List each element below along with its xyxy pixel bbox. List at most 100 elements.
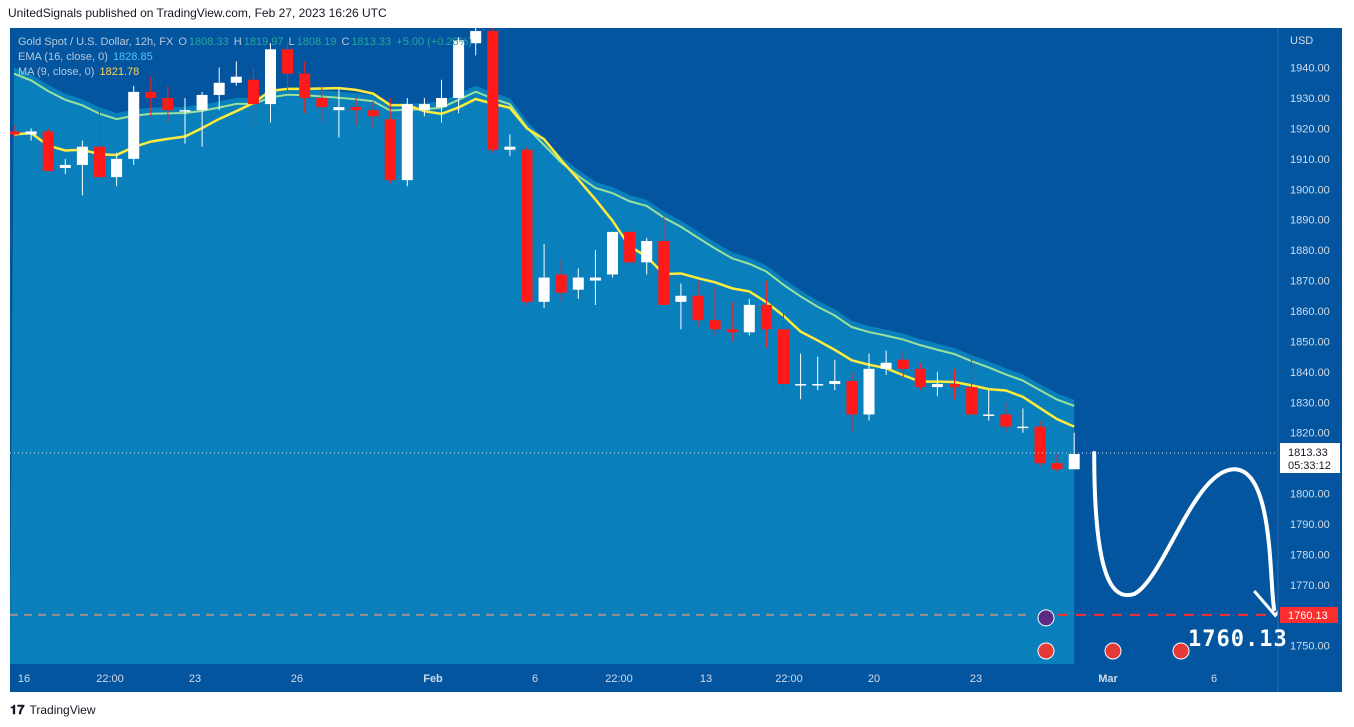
high-value: 1819.97 <box>243 36 284 48</box>
y-tick-label: 1880.00 <box>1290 245 1330 257</box>
candle[interactable] <box>367 110 379 117</box>
candle[interactable] <box>10 131 20 135</box>
ema-line <box>13 72 1075 407</box>
candle[interactable] <box>128 91 140 159</box>
candle[interactable] <box>453 40 465 98</box>
x-tick-label: 23 <box>189 673 201 685</box>
candle[interactable] <box>778 329 789 385</box>
candle[interactable] <box>265 49 276 105</box>
x-tick-label: 22:00 <box>96 673 124 685</box>
candle[interactable] <box>829 380 841 385</box>
chart-frame[interactable]: 16 22:00 23 26 Feb 6 22:00 13 22:00 20 23 Mar 6 USD 19… <box>10 28 1342 692</box>
candle[interactable] <box>316 97 328 108</box>
y-tick-label: 1860.00 <box>1290 306 1330 318</box>
tradingview-logo-icon[interactable]: 𝟏𝟕 <box>10 702 25 717</box>
candle[interactable] <box>624 231 636 263</box>
legend-ma-row[interactable]: MA (9, close, 0) 1821.78 <box>18 65 474 80</box>
time-axis[interactable] <box>10 664 1342 692</box>
legend-ema-row[interactable]: EMA (16, close, 0) 1828.85 <box>18 50 474 65</box>
candle[interactable] <box>213 82 225 95</box>
candle[interactable] <box>1051 463 1063 470</box>
candle[interactable] <box>931 384 943 388</box>
candle[interactable] <box>641 241 653 263</box>
us-flag-event-icon[interactable] <box>1037 642 1055 660</box>
footer: 𝟏𝟕 TradingView <box>10 702 96 718</box>
target-price-annotation: 1760.13 <box>1188 627 1288 652</box>
candle[interactable] <box>333 107 345 111</box>
candle[interactable] <box>658 241 670 305</box>
candle[interactable] <box>282 49 294 74</box>
candle[interactable] <box>1068 454 1080 470</box>
candle[interactable] <box>555 274 567 293</box>
ema-area <box>10 67 1075 664</box>
candle[interactable] <box>350 107 362 111</box>
candle[interactable] <box>675 295 687 302</box>
ema-label: EMA (16, close, 0) <box>18 51 108 63</box>
x-tick-label: 13 <box>700 673 712 685</box>
candle[interactable] <box>42 131 54 172</box>
candle[interactable] <box>76 146 88 165</box>
candle[interactable] <box>589 277 601 281</box>
candle[interactable] <box>401 104 413 181</box>
candle[interactable] <box>846 380 858 415</box>
candle[interactable] <box>966 387 978 415</box>
candle[interactable] <box>572 277 584 290</box>
candle[interactable] <box>914 368 926 388</box>
candle[interactable] <box>487 31 499 150</box>
candle[interactable] <box>607 231 618 275</box>
candle[interactable] <box>521 149 533 302</box>
candle[interactable] <box>179 110 191 112</box>
price-axis[interactable] <box>1278 28 1342 664</box>
candle[interactable] <box>230 76 242 83</box>
candle[interactable] <box>247 79 259 105</box>
x-tick-label: 22:00 <box>605 673 633 685</box>
candle[interactable] <box>25 131 37 135</box>
candle[interactable] <box>418 104 430 111</box>
us-flag-event-icon[interactable] <box>1104 642 1122 660</box>
candle[interactable] <box>436 97 447 108</box>
y-tick-label: 1850.00 <box>1290 336 1330 348</box>
candle[interactable] <box>94 146 105 178</box>
price-chart[interactable]: 16 22:00 23 26 Feb 6 22:00 13 22:00 20 23 Mar 6 USD 19… <box>10 28 1342 692</box>
candle[interactable] <box>504 146 516 150</box>
candle[interactable] <box>795 384 807 386</box>
candle[interactable] <box>983 414 995 416</box>
lightning-event-icon[interactable] <box>1037 609 1055 627</box>
candle[interactable] <box>863 368 875 415</box>
x-tick-label: 6 <box>1211 673 1217 685</box>
us-flag-event-icon[interactable] <box>1172 642 1190 660</box>
y-tick-label: 1910.00 <box>1290 154 1330 166</box>
candle[interactable] <box>538 277 550 302</box>
candle[interactable] <box>111 158 123 178</box>
candle[interactable] <box>59 164 71 168</box>
candle[interactable] <box>1017 426 1029 429</box>
candle[interactable] <box>726 329 738 333</box>
candle[interactable] <box>1034 426 1046 464</box>
candle[interactable] <box>897 359 909 369</box>
candle[interactable] <box>299 73 311 98</box>
candle[interactable] <box>162 97 174 111</box>
candle[interactable] <box>384 119 396 181</box>
ma-line <box>13 86 1075 428</box>
target-price-box <box>1280 606 1338 623</box>
publish-info: UnitedSignals published on TradingView.c… <box>8 6 387 20</box>
brand-name[interactable]: TradingView <box>29 703 96 717</box>
open-label: O <box>178 36 187 48</box>
candle[interactable] <box>709 320 721 330</box>
y-tick-label: 1930.00 <box>1290 93 1330 105</box>
candle[interactable] <box>1000 414 1012 427</box>
x-tick-label: Mar <box>1098 673 1118 685</box>
candle[interactable] <box>743 304 755 333</box>
candle[interactable] <box>880 362 892 369</box>
y-tick-label: 1890.00 <box>1290 215 1330 227</box>
candle[interactable] <box>692 295 704 321</box>
legend-symbol-row: Gold Spot / U.S. Dollar, 12h, FX O 1808.3… <box>18 35 474 50</box>
candle[interactable] <box>196 94 208 111</box>
candle[interactable] <box>145 91 157 98</box>
candle[interactable] <box>949 384 960 388</box>
candle[interactable] <box>812 384 824 386</box>
candle[interactable] <box>470 31 482 44</box>
candle[interactable] <box>760 304 772 330</box>
high-label: H <box>233 36 242 48</box>
symbol-name[interactable]: Gold Spot / U.S. Dollar, 12h, FX <box>18 36 174 48</box>
